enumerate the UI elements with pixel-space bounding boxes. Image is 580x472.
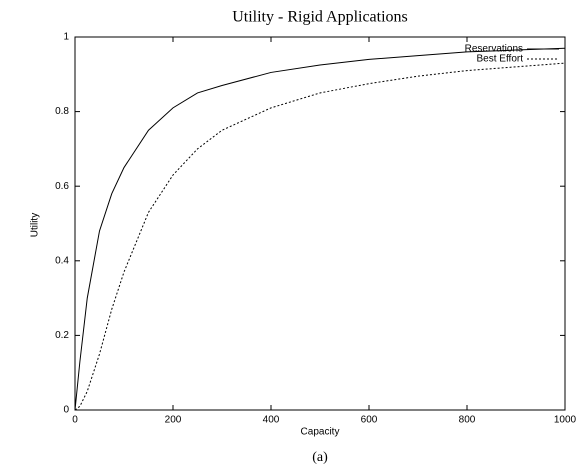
y-axis-label: Utility xyxy=(30,213,41,237)
x-tick-label: 200 xyxy=(165,415,182,426)
legend-label: Best Effort xyxy=(476,54,523,65)
series-line xyxy=(74,47,566,411)
plot-frame xyxy=(74,36,566,411)
y-tick-label: 0 xyxy=(63,405,69,416)
y-tick-label: 0.8 xyxy=(55,106,69,117)
y-tick-label: 0.2 xyxy=(55,330,69,341)
chart-title: Utility - Rigid Applications xyxy=(232,9,408,26)
y-tick-label: 0.6 xyxy=(55,181,69,192)
legend-label: Reservations xyxy=(465,44,523,55)
y-tick-label: 1 xyxy=(63,32,69,43)
x-tick-label: 1000 xyxy=(554,415,577,426)
caption: (a) xyxy=(312,450,328,465)
x-tick-label: 600 xyxy=(361,415,378,426)
x-axis-label: Capacity xyxy=(301,427,340,438)
x-tick-label: 0 xyxy=(72,415,78,426)
x-tick-label: 800 xyxy=(459,415,476,426)
series-line xyxy=(74,62,566,411)
y-tick-label: 0.4 xyxy=(55,255,69,266)
x-tick-label: 400 xyxy=(263,415,280,426)
